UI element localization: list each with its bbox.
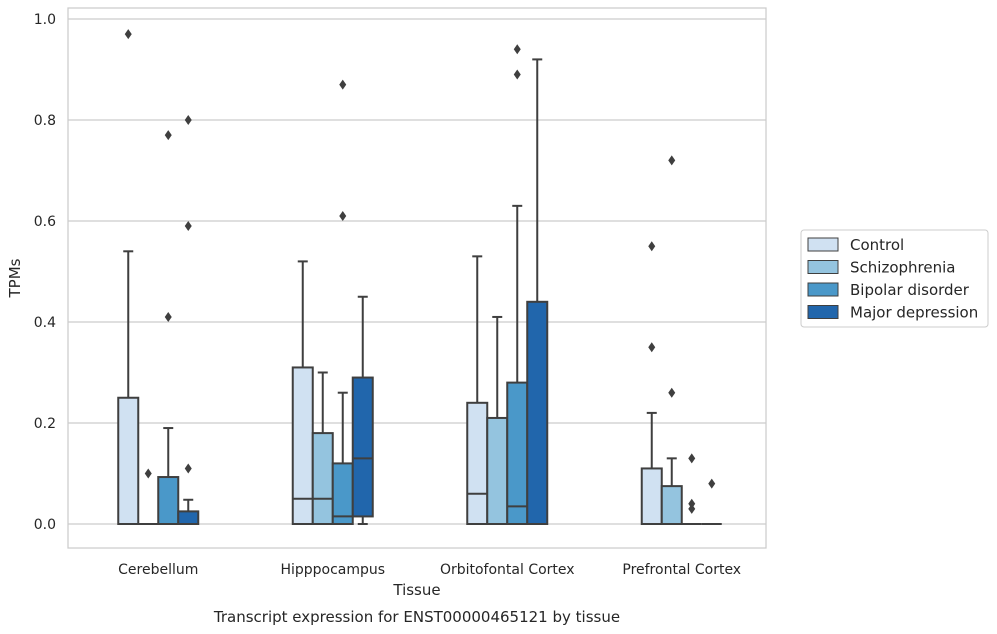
outlier-point (164, 130, 172, 141)
box-schizophrenia (660, 155, 683, 525)
x-tick-label: Hipppocampus (280, 562, 385, 578)
box-body (117, 396, 140, 525)
plot-area-frame (67, 7, 767, 549)
box-major-depression (351, 295, 374, 525)
outlier-point (708, 478, 716, 489)
legend-swatch (807, 305, 839, 319)
box-major-depression (177, 115, 200, 525)
outlier-point (513, 44, 521, 55)
box-bipolar-disorder (157, 130, 180, 526)
outlier-point (688, 503, 696, 514)
legend-swatch (807, 237, 839, 252)
outlier-point (688, 498, 696, 509)
y-tick-label: 0.6 (34, 214, 56, 230)
box-schizophrenia (138, 468, 159, 525)
legend-frame (800, 229, 989, 328)
outlier-point (339, 210, 347, 221)
box-major-depression (526, 58, 549, 525)
outlier-point (184, 463, 192, 474)
chart-caption: Transcript expression for ENST0000046512… (213, 608, 620, 626)
y-tick-label: 1.0 (34, 12, 56, 28)
box-control (640, 241, 663, 526)
box-control (466, 255, 489, 525)
x-tick-label: Prefrontal Cortex (622, 562, 741, 578)
box-bipolar-disorder (506, 44, 529, 525)
box-body (506, 381, 529, 525)
box-schizophrenia (486, 315, 509, 526)
box-bipolar-disorder (331, 79, 354, 525)
outlier-point (124, 29, 132, 40)
box-body (311, 432, 334, 526)
box-body (331, 462, 354, 525)
legend-label: Bipolar disorder (850, 281, 970, 299)
box-body (640, 467, 663, 526)
box-body (177, 510, 200, 525)
outlier-point (688, 453, 696, 464)
y-tick-label: 0.8 (34, 113, 56, 129)
y-axis-title: TPMs (6, 258, 24, 298)
boxes (117, 29, 722, 526)
y-ticks: 0.0 0.2 0.4 0.6 0.8 1.0 (34, 12, 56, 533)
box-body (486, 416, 509, 526)
box-body (157, 476, 180, 526)
y-tick-label: 0.2 (34, 416, 56, 432)
x-tick-label: Orbitofontal Cortex (440, 562, 575, 578)
legend-label: Major depression (850, 304, 978, 322)
legend-swatch (807, 260, 839, 274)
box-body (351, 376, 374, 518)
outlier-point (339, 79, 347, 90)
box-body (526, 300, 549, 525)
legend-label: Schizophrenia (850, 259, 955, 277)
outlier-point (184, 115, 192, 125)
outlier-point (513, 69, 521, 80)
box-major-depression (701, 478, 722, 525)
box-control (117, 29, 140, 525)
box-body (466, 401, 489, 525)
y-tick-label: 0.4 (34, 315, 56, 331)
legend: Control Schizophrenia Bipolar disorder Majo… (800, 229, 989, 328)
legend-swatch (807, 282, 839, 297)
outlier-point (668, 155, 676, 166)
x-ticks: Cerebellum Hipppocampus Orbitofontal Corte… (118, 562, 741, 578)
outlier-point (164, 311, 172, 322)
outlier-point (184, 221, 192, 232)
outlier-point (648, 241, 656, 252)
box-body (660, 485, 683, 525)
x-axis-title: Tissue (392, 581, 440, 599)
box-control (291, 260, 314, 526)
box-bipolar-disorder (681, 453, 702, 525)
outlier-point (144, 468, 152, 479)
x-tick-label: Cerebellum (118, 562, 198, 578)
outlier-point (648, 342, 656, 353)
y-tick-label: 0.0 (34, 517, 56, 533)
legend-label: Control (850, 236, 904, 254)
box-body (291, 366, 314, 526)
gridlines (68, 18, 766, 525)
outlier-point (668, 387, 676, 398)
box-schizophrenia (311, 371, 334, 526)
